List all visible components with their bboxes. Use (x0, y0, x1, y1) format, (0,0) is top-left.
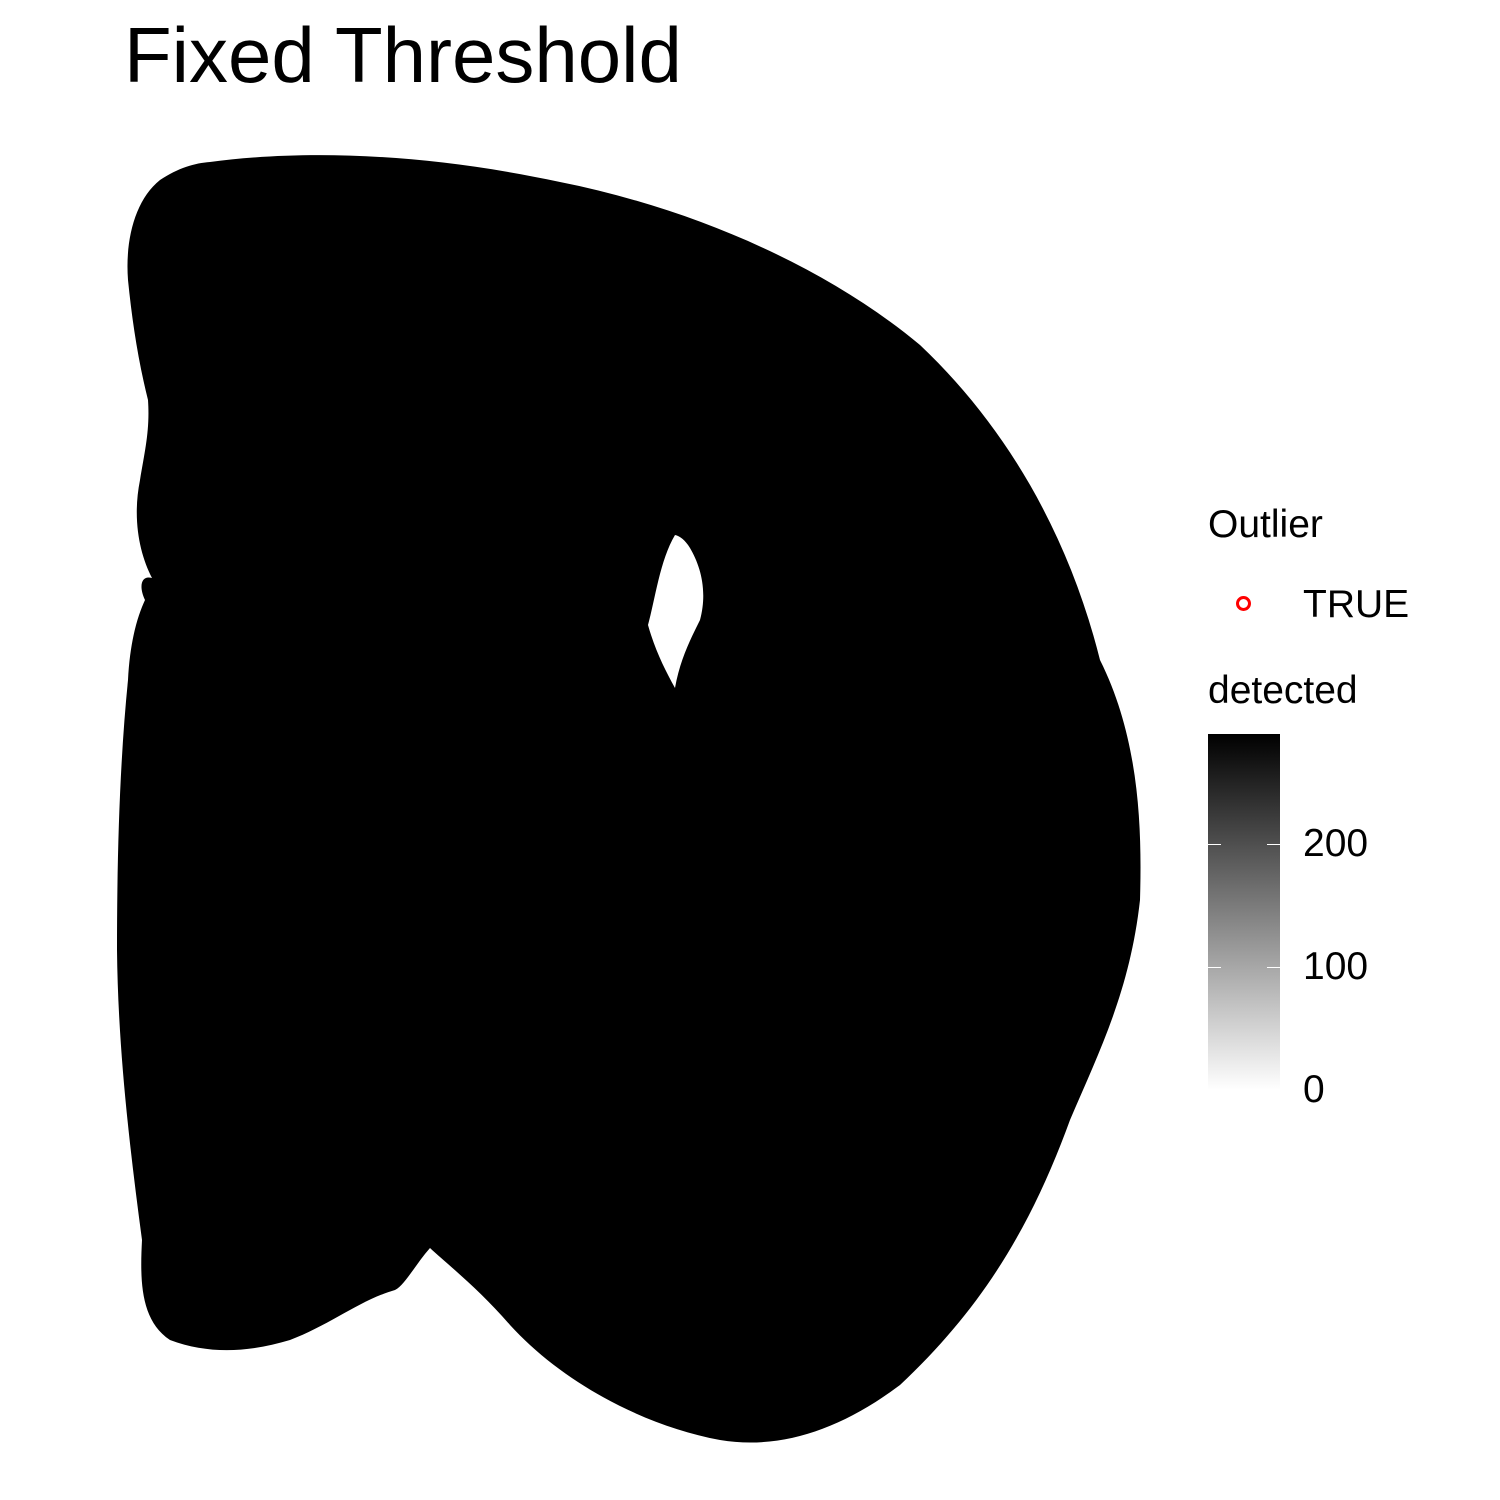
colorbar-tick-right (1267, 1090, 1280, 1091)
legend-label-true: TRUE (1303, 583, 1410, 626)
detected-colorbar (1208, 734, 1280, 1090)
chart-title: Fixed Threshold (124, 11, 682, 99)
colorbar-tick-left (1208, 967, 1221, 968)
spot-cloud (117, 155, 1141, 1443)
colorbar-tick-right (1267, 844, 1280, 845)
colorbar-tick-label: 100 (1303, 945, 1369, 988)
colorbar-tick-left (1208, 1090, 1221, 1091)
colorbar-tick-right (1267, 967, 1280, 968)
legend-title-outlier: Outlier (1208, 503, 1323, 546)
colorbar-tick-left (1208, 844, 1221, 845)
legend-key-true (1236, 596, 1251, 611)
colorbar-tick-label: 0 (1303, 1068, 1325, 1111)
legend-title-detected: detected (1208, 669, 1358, 712)
colorbar-tick-label: 200 (1303, 822, 1369, 865)
tissue-spots-region (117, 155, 1141, 1443)
